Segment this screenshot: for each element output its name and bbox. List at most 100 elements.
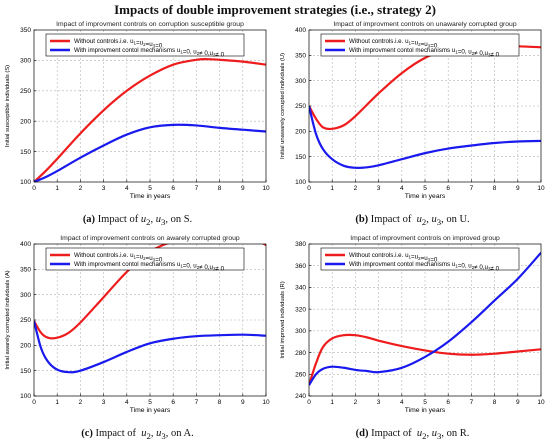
chart-c-ytick-label: 300 [20,292,31,299]
chart-a-title: Impact of improvment controls on corrupt… [56,21,244,28]
chart-b-xtick-label: 9 [516,185,520,192]
chart-b-legend-label-0: Without controls.i.e. u1=u2=u3=0 [349,38,438,50]
chart-a-xtick-label: 9 [241,185,245,192]
chart-a-xtick-label: 4 [125,185,129,192]
chart-d-xtick-label: 6 [446,399,450,406]
chart-d-ytick-label: 380 [295,241,306,248]
chart-d-xtick-label: 4 [400,399,404,406]
chart-b-xtick-label: 1 [330,185,334,192]
chart-a-series-without-controls-line [34,58,266,182]
chart-b-legend-label-1: With improvment contol mechanisms u1=0, … [349,47,500,59]
caption-c: (c) Impact of u2, u3, on A. [81,428,194,442]
chart-a-legend-label-0: Without controls.i.e. u1=u2=u3=0 [74,38,163,50]
chart-c-ytick-label: 100 [20,393,31,400]
chart-c-series-without-controls-line [34,244,266,340]
chart-b-xtick-label: 10 [537,185,545,192]
chart-c-svg: Impact of improvement controls on awarel… [5,235,270,414]
chart-d-ytick-label: 340 [295,285,306,292]
chart-c-ytick-label: 150 [20,368,31,375]
chart-c-ytick-label: 250 [20,317,31,324]
chart-d-ytick-label: 260 [295,371,306,378]
chart-d-xtick-label: 0 [307,399,311,406]
chart-panel-a: Impact of improvment controls on corrupt… [0,18,275,228]
chart-a-series-with-controls-line [34,123,266,182]
chart-c-xtick-label: 7 [195,399,199,406]
chart-c-xtick-label: 5 [148,399,152,406]
chart-c-series-group [34,244,266,374]
chart-c-xtick-label: 4 [125,399,129,406]
chart-d-ytick-label: 280 [295,350,306,357]
chart-a-xtick-label: 0 [32,185,36,192]
chart-a-ytick-label: 250 [20,88,31,95]
chart-b-title: Impact of improvment controls on unaware… [333,21,516,28]
chart-a-xtick-label: 1 [55,185,59,192]
chart-d-xtick-label: 8 [493,399,497,406]
chart-a-xtick-label: 7 [195,185,199,192]
chart-a-xlabel: Time in years [130,193,171,200]
chart-a-xtick-label: 10 [262,185,270,192]
chart-a-ytick-label: 300 [20,58,31,65]
chart-c-xtick-label: 0 [32,399,36,406]
chart-c-legend-box [45,247,245,271]
chart-d-ylabel: Initial improved individuals (R) [280,281,286,358]
chart-b-ytick-label: 350 [295,53,306,60]
chart-c-legend-label-0: Without controls.i.e. u1=u2=u3=0 [74,252,163,264]
figure-title: Impacts of double improvement strategies… [114,2,436,17]
chart-c-xtick-label: 8 [218,399,222,406]
chart-c-legend-label-1: With improvment contol mechanisms u1=0, … [74,261,225,273]
chart-c-xtick-label: 10 [262,399,270,406]
chart-panel-b: Impact of improvment controls on unaware… [275,18,550,228]
chart-a-xtick-label: 3 [102,185,106,192]
chart-a-ytick-label: 350 [20,27,31,34]
chart-b-ytick-label: 400 [295,27,306,34]
chart-b-xtick-label: 8 [493,185,497,192]
chart-d-xtick-label: 9 [516,399,520,406]
chart-c-ytick-label: 350 [20,267,31,274]
caption-d: (d) Impact of u2, u3, on R. [355,428,470,442]
chart-a-legend-box [45,33,245,57]
chart-d-ytick-label: 240 [295,393,306,400]
caption-b: (b) Impact of u2, u3, on U. [355,214,470,228]
chart-b-ytick-label: 300 [295,78,306,85]
chart-d-xtick-label: 10 [537,399,545,406]
chart-c-xtick-label: 3 [102,399,106,406]
chart-a-ytick-label: 150 [20,149,31,156]
chart-d-series-without-controls-line [309,333,541,386]
chart-d-legend-label-0: Without controls.i.e. u1=u2=u3=0 [349,252,438,264]
chart-a-xtick-label: 6 [171,185,175,192]
chart-b-xtick-label: 6 [446,185,450,192]
chart-b-ytick-label: 150 [295,154,306,161]
chart-d-ytick-label: 300 [295,328,306,335]
chart-d-xlabel: Time in years [405,407,446,414]
chart-c-xtick-label: 2 [79,399,83,406]
chart-c-xtick-label: 9 [241,399,245,406]
chart-b-xlabel: Time in years [405,193,446,200]
chart-c-ytick-label: 200 [20,343,31,350]
chart-c-ytick-label: 400 [20,241,31,248]
chart-b-ylabel: Initial unawarely corrupted individuals … [280,53,286,159]
chart-panel-c: Impact of improvement controls on awarel… [0,232,275,442]
chart-c-title: Impact of improvement controls on awarel… [60,235,240,242]
chart-b-legend-box [320,33,520,57]
chart-b-xtick-label: 2 [354,185,358,192]
chart-d-xtick-label: 7 [470,399,474,406]
chart-a-series-group [34,58,266,182]
chart-d-legend-box [320,247,520,271]
chart-b-xtick-label: 5 [423,185,427,192]
chart-b-xtick-label: 7 [470,185,474,192]
chart-d-ytick-label: 360 [295,263,306,270]
chart-d-series-group [309,251,541,386]
chart-a-xtick-label: 2 [79,185,83,192]
chart-a-ytick-label: 200 [20,118,31,125]
chart-c-xtick-label: 1 [55,399,59,406]
chart-b-xtick-label: 4 [400,185,404,192]
caption-a: (a) Impact of u2, u3, on S. [82,214,193,228]
chart-a-svg: Impact of improvment controls on corrupt… [5,21,270,200]
chart-c-xtick-label: 6 [171,399,175,406]
chart-d-series-with-controls-line [309,251,541,386]
chart-d-legend-label-1: With improvment contol mechanisms u1=0, … [349,261,500,273]
chart-a-xtick-label: 8 [218,185,222,192]
chart-b-svg: Impact of improvment controls on unaware… [280,21,545,200]
chart-d-title: Impact of improvment controls on improve… [350,235,500,242]
chart-d-xtick-label: 2 [354,399,358,406]
